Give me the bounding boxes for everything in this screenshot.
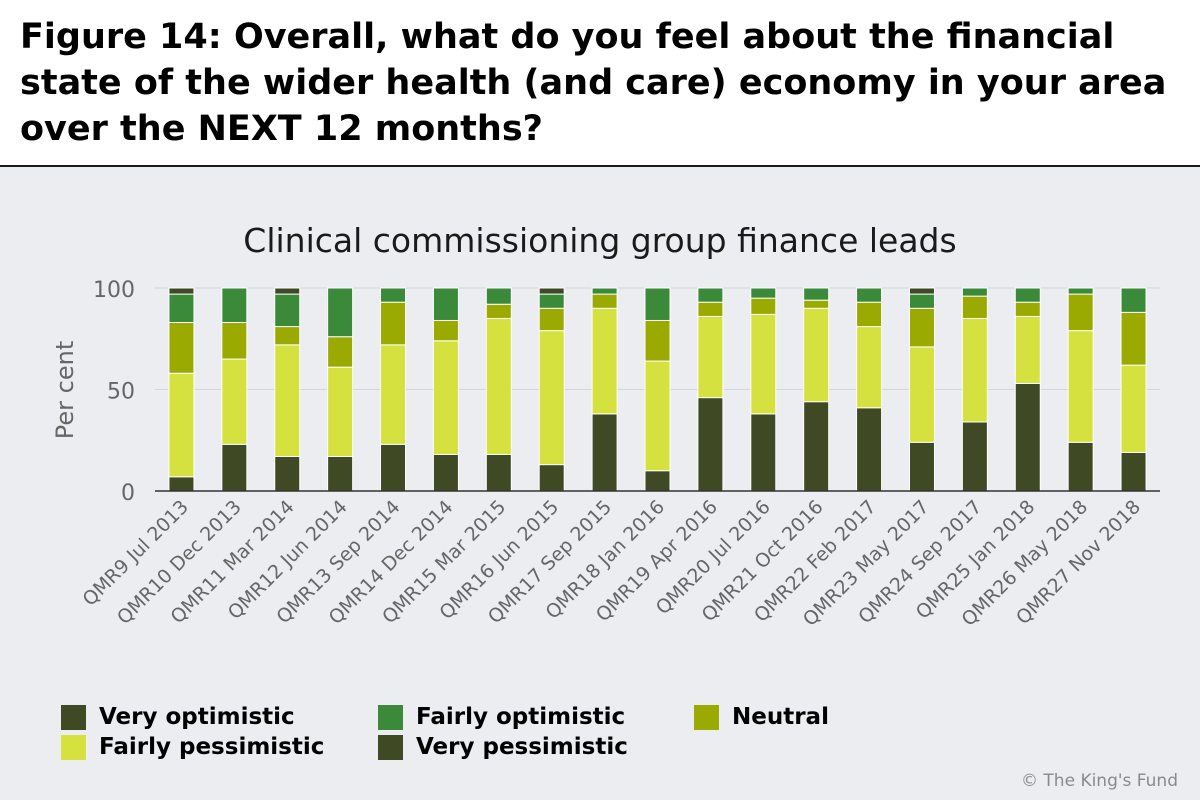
bar-segment: [380, 443, 407, 492]
y-tick-label: 0: [121, 481, 135, 506]
bar-segment: [961, 287, 988, 297]
bar-segment: [380, 344, 407, 445]
bar-segment: [1014, 287, 1041, 303]
bar-segment: [168, 293, 195, 324]
bar-segment: [1014, 315, 1041, 384]
bar-segment: [485, 453, 512, 492]
bar-segment: [697, 315, 724, 399]
y-axis-label: Per cent: [51, 341, 79, 439]
bar-segment: [908, 346, 935, 443]
bar-segment: [274, 287, 301, 295]
bar-segment: [380, 287, 407, 303]
bar-segment: [168, 322, 195, 374]
bar-segment: [1014, 301, 1041, 317]
bar-segment: [1067, 293, 1094, 332]
bar-segment: [856, 326, 883, 409]
bar-segment: [856, 407, 883, 492]
bar-segment: [591, 413, 618, 492]
bar-segment: [750, 287, 777, 299]
bar-segment: [221, 322, 248, 360]
bar-segment: [168, 372, 195, 478]
bar-segment: [432, 287, 459, 321]
bar-segment: [274, 455, 301, 492]
bar-segment: [697, 397, 724, 492]
bar-segment: [1067, 287, 1094, 295]
bar-segment: [327, 366, 354, 457]
bar-segment: [432, 340, 459, 455]
bar-segment: [803, 299, 830, 309]
bar-segment: [221, 287, 248, 324]
copyright-notice: © The King's Fund: [1021, 771, 1178, 791]
bar-segment: [168, 476, 195, 492]
bars: [168, 287, 1147, 492]
bar-segment: [1120, 311, 1147, 366]
bar-segment: [803, 401, 830, 492]
bar-segment: [961, 295, 988, 319]
bar-segment: [697, 301, 724, 317]
bar-segment: [274, 326, 301, 346]
bar-segment: [591, 287, 618, 295]
figure-title: Figure 14: Overall, what do you feel abo…: [20, 17, 1167, 149]
bar-segment: [644, 470, 671, 492]
bar-segment: [538, 330, 565, 466]
chart-title: Clinical commissioning group finance lea…: [243, 221, 956, 260]
bar-segment: [908, 293, 935, 309]
title-divider: [0, 165, 1200, 167]
bar-segment: [1120, 364, 1147, 453]
bar-segment: [591, 293, 618, 309]
bar-segment: [1120, 451, 1147, 492]
bar-segment: [538, 307, 565, 332]
bar-segment: [432, 453, 459, 492]
bar-segment: [485, 317, 512, 455]
bar-segment: [485, 287, 512, 305]
y-tick-labels: 0 50 100: [93, 278, 135, 506]
bar-segment: [697, 287, 724, 303]
bar-segment: [1120, 287, 1147, 313]
bar-segment: [327, 455, 354, 492]
bar-segment: [327, 287, 354, 338]
y-tick-label: 100: [93, 278, 135, 303]
bar-segment: [274, 344, 301, 457]
bar-segment: [750, 313, 777, 415]
bar-segment: [168, 287, 195, 295]
bar-segment: [538, 293, 565, 309]
bar-segment: [538, 287, 565, 295]
bar-segment: [538, 464, 565, 492]
bar-segment: [908, 307, 935, 348]
bar-segment: [803, 287, 830, 301]
bar-segment: [274, 293, 301, 328]
y-tick-label: 50: [107, 380, 135, 405]
bar-segment: [961, 421, 988, 492]
bar-segment: [432, 319, 459, 342]
bar-segment: [856, 301, 883, 328]
bar-segment: [803, 307, 830, 403]
bar-segment: [750, 413, 777, 492]
bar-segment: [1014, 382, 1041, 492]
bar-segment: [591, 307, 618, 415]
bar-segment: [750, 297, 777, 315]
bar-segment: [856, 287, 883, 303]
bar-segment: [1067, 330, 1094, 443]
bar-segment: [221, 443, 248, 492]
bar-segment: [644, 319, 671, 362]
bar-segment: [221, 358, 248, 445]
bar-segment: [380, 301, 407, 346]
bar-segment: [908, 441, 935, 492]
bar-segment: [961, 317, 988, 423]
bar-segment: [485, 303, 512, 319]
bar-segment: [1067, 441, 1094, 492]
bar-segment: [644, 287, 671, 321]
bar-segment: [327, 336, 354, 368]
bar-segment: [644, 360, 671, 472]
bar-segment: [908, 287, 935, 295]
